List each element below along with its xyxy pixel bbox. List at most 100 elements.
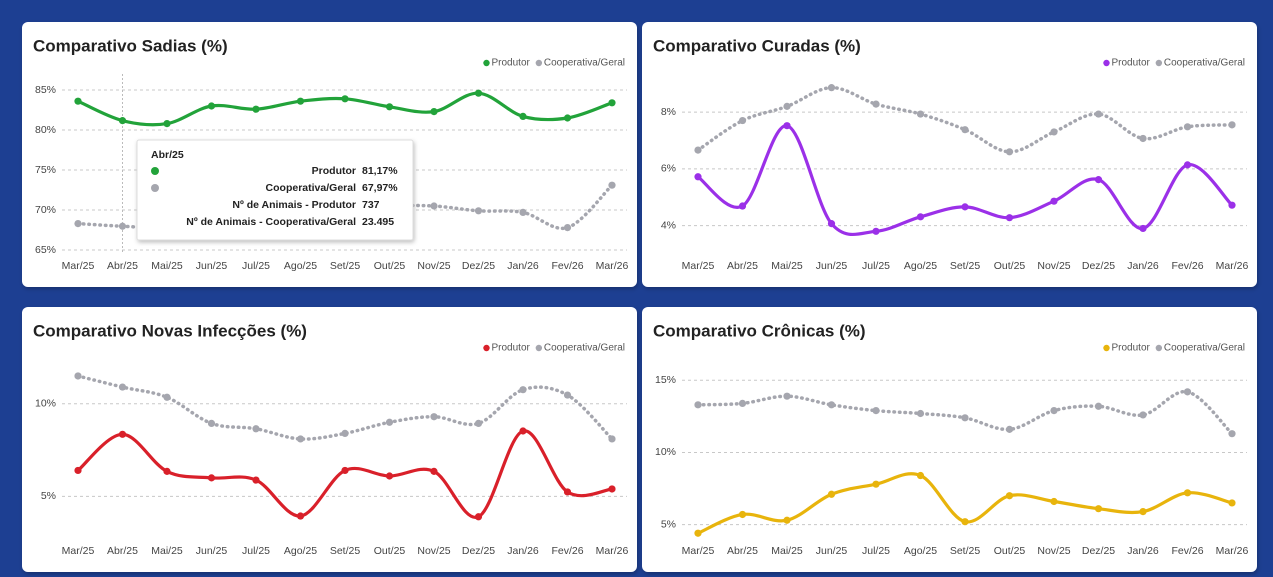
tooltip-value: 67,97% [362, 182, 398, 194]
data-point [1183, 489, 1192, 497]
data-point [563, 391, 572, 399]
data-point [341, 429, 349, 437]
data-point [827, 490, 836, 498]
data-point [1050, 497, 1058, 506]
data-point [74, 220, 82, 228]
tooltip-label: Cooperativa/Geral [266, 182, 357, 194]
data-point [916, 409, 925, 418]
data-point [783, 516, 791, 524]
y-tick-label: 85% [35, 84, 56, 96]
data-point [738, 202, 747, 210]
y-tick-label: 5% [41, 490, 56, 502]
x-tick-label: Abr/25 [727, 545, 758, 557]
data-point [296, 512, 305, 520]
data-point [827, 220, 836, 228]
data-point [961, 203, 969, 211]
data-point [519, 208, 527, 216]
tooltip: Abr/25 Produtor 81,17% Cooperativa/Geral 67,… [136, 139, 414, 241]
x-tick-label: Dez/25 [462, 260, 495, 272]
data-point [827, 401, 836, 409]
data-point [872, 480, 880, 488]
chart-card: Comparativo Curadas (%) 4% 6% 8% Mar/25 Abr/2… [642, 22, 1257, 287]
data-point [430, 467, 438, 475]
x-tick-label: Jan/26 [507, 260, 539, 272]
data-point [474, 89, 483, 97]
legend-label: Produtor [491, 343, 530, 354]
data-point [916, 471, 925, 480]
data-point [827, 84, 836, 92]
legend-label: Produtor [1111, 343, 1150, 354]
x-tick-label: Nov/25 [417, 260, 450, 272]
data-point [1183, 123, 1192, 131]
tooltip-label: Produtor [312, 165, 356, 177]
legend-marker [535, 59, 543, 67]
data-point [1094, 402, 1103, 410]
data-point [207, 102, 216, 110]
data-point [694, 401, 702, 409]
x-tick-label: Jun/25 [196, 260, 228, 272]
data-point [252, 105, 260, 113]
x-tick-label: Jun/25 [196, 545, 228, 557]
x-tick-label: Out/25 [994, 260, 1026, 272]
chart-card: Comparativo Novas Infecções (%) 5% 10% Mar/… [22, 307, 637, 572]
x-tick-label: Jul/25 [862, 260, 890, 272]
x-tick-label: Nov/25 [417, 545, 450, 557]
data-point [385, 472, 394, 480]
card-background [22, 307, 637, 572]
x-tick-label: Mar/26 [1216, 260, 1249, 272]
y-tick-label: 5% [661, 518, 676, 530]
data-point [74, 372, 82, 380]
x-tick-label: Jul/25 [242, 545, 270, 557]
data-point [738, 116, 747, 125]
data-point [1139, 411, 1147, 419]
data-point [872, 407, 880, 415]
y-tick-label: 6% [661, 163, 676, 175]
data-point [1228, 201, 1236, 209]
tooltip-label: Nº de Animais - Cooperativa/Geral [186, 216, 356, 228]
data-point [563, 114, 572, 122]
legend-marker [1155, 59, 1163, 67]
data-point [474, 419, 483, 427]
chart-card: Comparativo Sadias (%) 65% 70% 75% 80% 85% Mar… [22, 22, 637, 287]
tooltip-marker [151, 167, 159, 175]
legend-label: Cooperativa/Geral [1164, 58, 1245, 69]
x-tick-label: Fev/26 [551, 545, 583, 557]
data-point [1228, 121, 1236, 129]
x-tick-label: Mar/25 [62, 545, 95, 557]
data-point [738, 399, 747, 407]
legend-marker [1155, 344, 1163, 352]
data-point [430, 108, 438, 116]
data-point [1183, 161, 1192, 169]
chart-card: Comparativo Crônicas (%) 5% 10% 15% Mar/25 Ab… [642, 307, 1257, 572]
x-tick-label: Fev/26 [1171, 260, 1203, 272]
x-tick-label: Abr/25 [107, 545, 138, 557]
x-tick-label: Dez/25 [1082, 545, 1115, 557]
x-tick-label: Jan/26 [507, 545, 539, 557]
x-tick-label: Abr/25 [727, 260, 758, 272]
legend-marker [483, 344, 490, 352]
x-tick-label: Mar/25 [682, 260, 715, 272]
data-point [252, 476, 260, 484]
data-point [872, 100, 880, 108]
y-tick-label: 10% [35, 398, 56, 410]
data-point [118, 117, 127, 125]
legend-label: Cooperativa/Geral [544, 343, 625, 354]
data-point [1005, 492, 1014, 500]
legend-marker [535, 344, 543, 352]
data-point [474, 207, 483, 215]
x-tick-label: Jun/25 [816, 260, 848, 272]
x-tick-label: Mai/25 [771, 545, 803, 557]
y-tick-label: 8% [661, 106, 676, 118]
tooltip-value: 737 [362, 199, 380, 211]
x-tick-label: Out/25 [374, 260, 406, 272]
data-point [1050, 197, 1058, 205]
legend-marker [1103, 344, 1110, 352]
x-tick-label: Ago/25 [904, 545, 937, 557]
x-tick-label: Out/25 [994, 545, 1026, 557]
x-tick-label: Mar/26 [596, 260, 629, 272]
data-point [916, 213, 925, 221]
tooltip-marker [151, 184, 159, 192]
data-point [1005, 214, 1014, 222]
x-tick-label: Jan/26 [1127, 260, 1159, 272]
data-point [252, 425, 260, 433]
